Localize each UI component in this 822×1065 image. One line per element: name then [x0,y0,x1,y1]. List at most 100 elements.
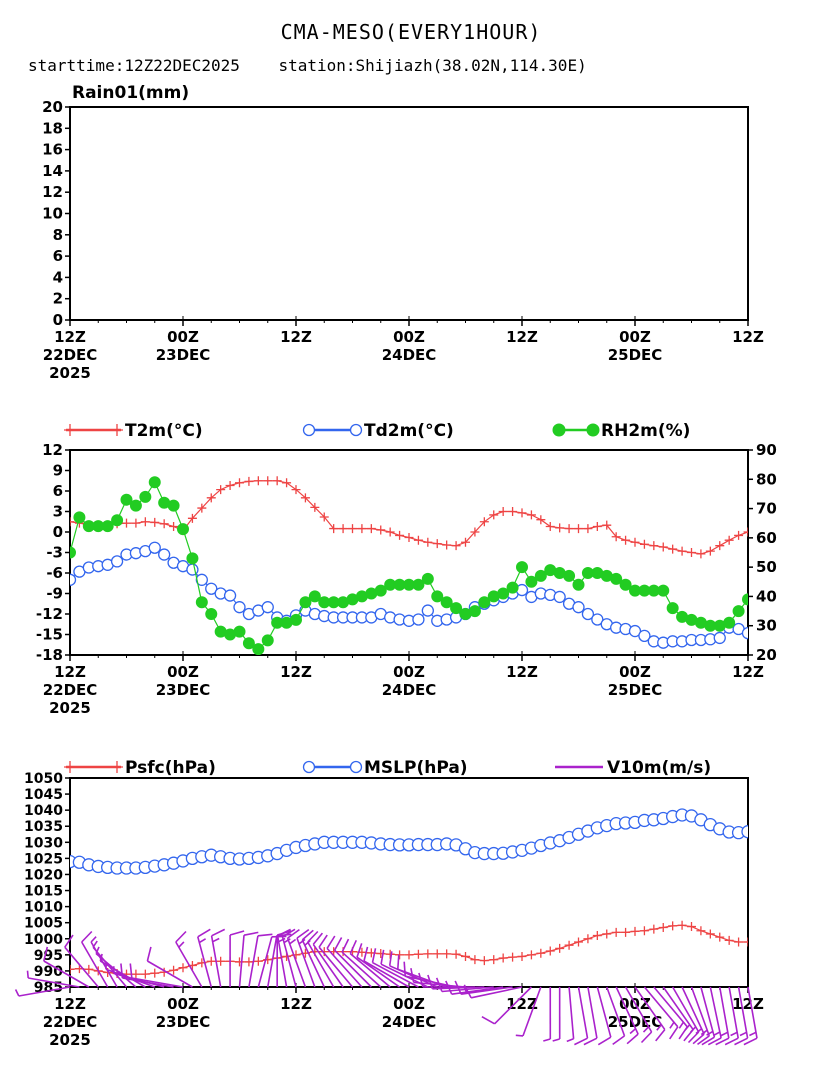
dot-marker [468,605,481,618]
plus-marker [536,948,546,958]
circle-marker [158,548,171,561]
plus-marker [432,539,442,549]
x-tick-label: 22DEC [43,346,98,364]
wind-barb [481,986,532,1025]
y-right-tick-label: 70 [756,500,777,518]
wind-barb-half-feather [730,1031,738,1037]
y-tick-label: -18 [36,646,63,664]
wind-barb-feather [349,939,358,954]
plus-marker [442,540,452,550]
dot-marker [534,569,547,582]
wind-barb-feather [333,937,343,951]
x-tick-label: 00Z [393,995,425,1013]
plus-marker [479,956,489,966]
y-right-tick-label: 80 [756,470,777,488]
wind-barb-shaft [307,941,335,988]
plus-marker [734,530,744,540]
plus-marker [225,481,235,491]
legend-label: T2m(°C) [125,421,203,441]
wind-barb-feather [655,1029,666,1042]
wind-barb-shaft [99,960,146,988]
plus-marker [781,540,790,549]
wind-barb-shaft [296,937,316,988]
y-right-tick-label: 30 [756,617,777,635]
wind-barb-shaft [281,936,297,988]
wind-barb-shaft [568,986,575,1039]
plus-marker [64,424,76,436]
plus-marker [498,953,508,963]
wind-barb-shaft [81,941,109,988]
y-tick-label: 1025 [24,851,63,867]
wind-barb-shaft [326,947,363,988]
y-tick-label: 1030 [24,835,63,851]
wind-barb [296,928,316,988]
wind-barb-shaft [312,943,344,988]
plus-marker [677,920,687,930]
wind-barb [671,986,700,1044]
dot-marker [299,596,312,609]
dot-marker [205,608,218,620]
plus-marker [122,518,131,528]
dot-marker [478,596,491,609]
plus-marker [517,508,527,518]
wind-barb-feather [669,1026,679,1040]
plus-marker [423,949,433,959]
wind-barb-feather [257,933,273,937]
plus-marker [611,927,621,937]
wind-barb [197,928,213,988]
circle-marker [713,631,726,645]
dot-marker [732,605,745,618]
wind-barb-feather [243,931,259,936]
wind-barb-feather [583,1037,598,1046]
circle-marker [581,607,595,621]
y-tick-label: 12 [42,441,63,459]
plus-marker [517,951,527,961]
wind-barb-shaft [197,936,213,988]
circle-marker [205,582,218,595]
plus-marker [150,517,160,527]
wind-barb-shaft [634,986,666,1031]
wind-barb-shaft [587,986,598,1039]
wind-barb-shaft [700,986,716,1038]
y-tick-label: 995 [34,948,63,964]
wind-barb-shaft [605,986,626,1037]
plus-marker [206,493,216,503]
wind-barb-shaft [709,986,722,1039]
dot-marker [261,634,274,647]
plus-marker [64,761,76,773]
wind-barb-feather [612,1035,625,1046]
y-tick-label: 6 [53,482,63,500]
wind-barb [574,986,589,1046]
wind-barb-half-feather [700,1029,708,1036]
dot-marker [572,578,585,591]
plus-marker [479,517,489,527]
wind-barb [99,953,146,988]
dot-marker [70,546,76,559]
wind-barb-half-feather [690,1026,697,1033]
wind-barb-half-feather [92,940,98,948]
dot-marker [440,596,453,609]
circle-marker [261,601,274,614]
wind-barb-half-feather [669,1021,675,1029]
plus-marker [206,956,216,966]
plus-marker [348,524,357,534]
dot-marker [252,643,265,655]
wind-barb-shaft [349,952,391,988]
plus-marker [70,517,75,527]
plus-marker [583,524,593,534]
wind-barb-shaft [266,935,278,988]
wind-barb [463,984,523,999]
plus-marker [574,937,583,947]
x-tick-label: 24DEC [382,346,437,364]
wind-barb-feather [397,954,400,970]
plus-marker [658,923,668,933]
wind-barb [634,986,666,1042]
dot-marker [742,593,748,606]
plus-marker [526,510,536,520]
wind-barb-half-feather [678,1021,685,1029]
wind-barb-feather [481,1016,495,1025]
dot-marker [101,520,114,533]
x-tick-label: 25DEC [608,346,663,364]
wind-barb [281,928,297,988]
wind-barb [341,938,382,988]
